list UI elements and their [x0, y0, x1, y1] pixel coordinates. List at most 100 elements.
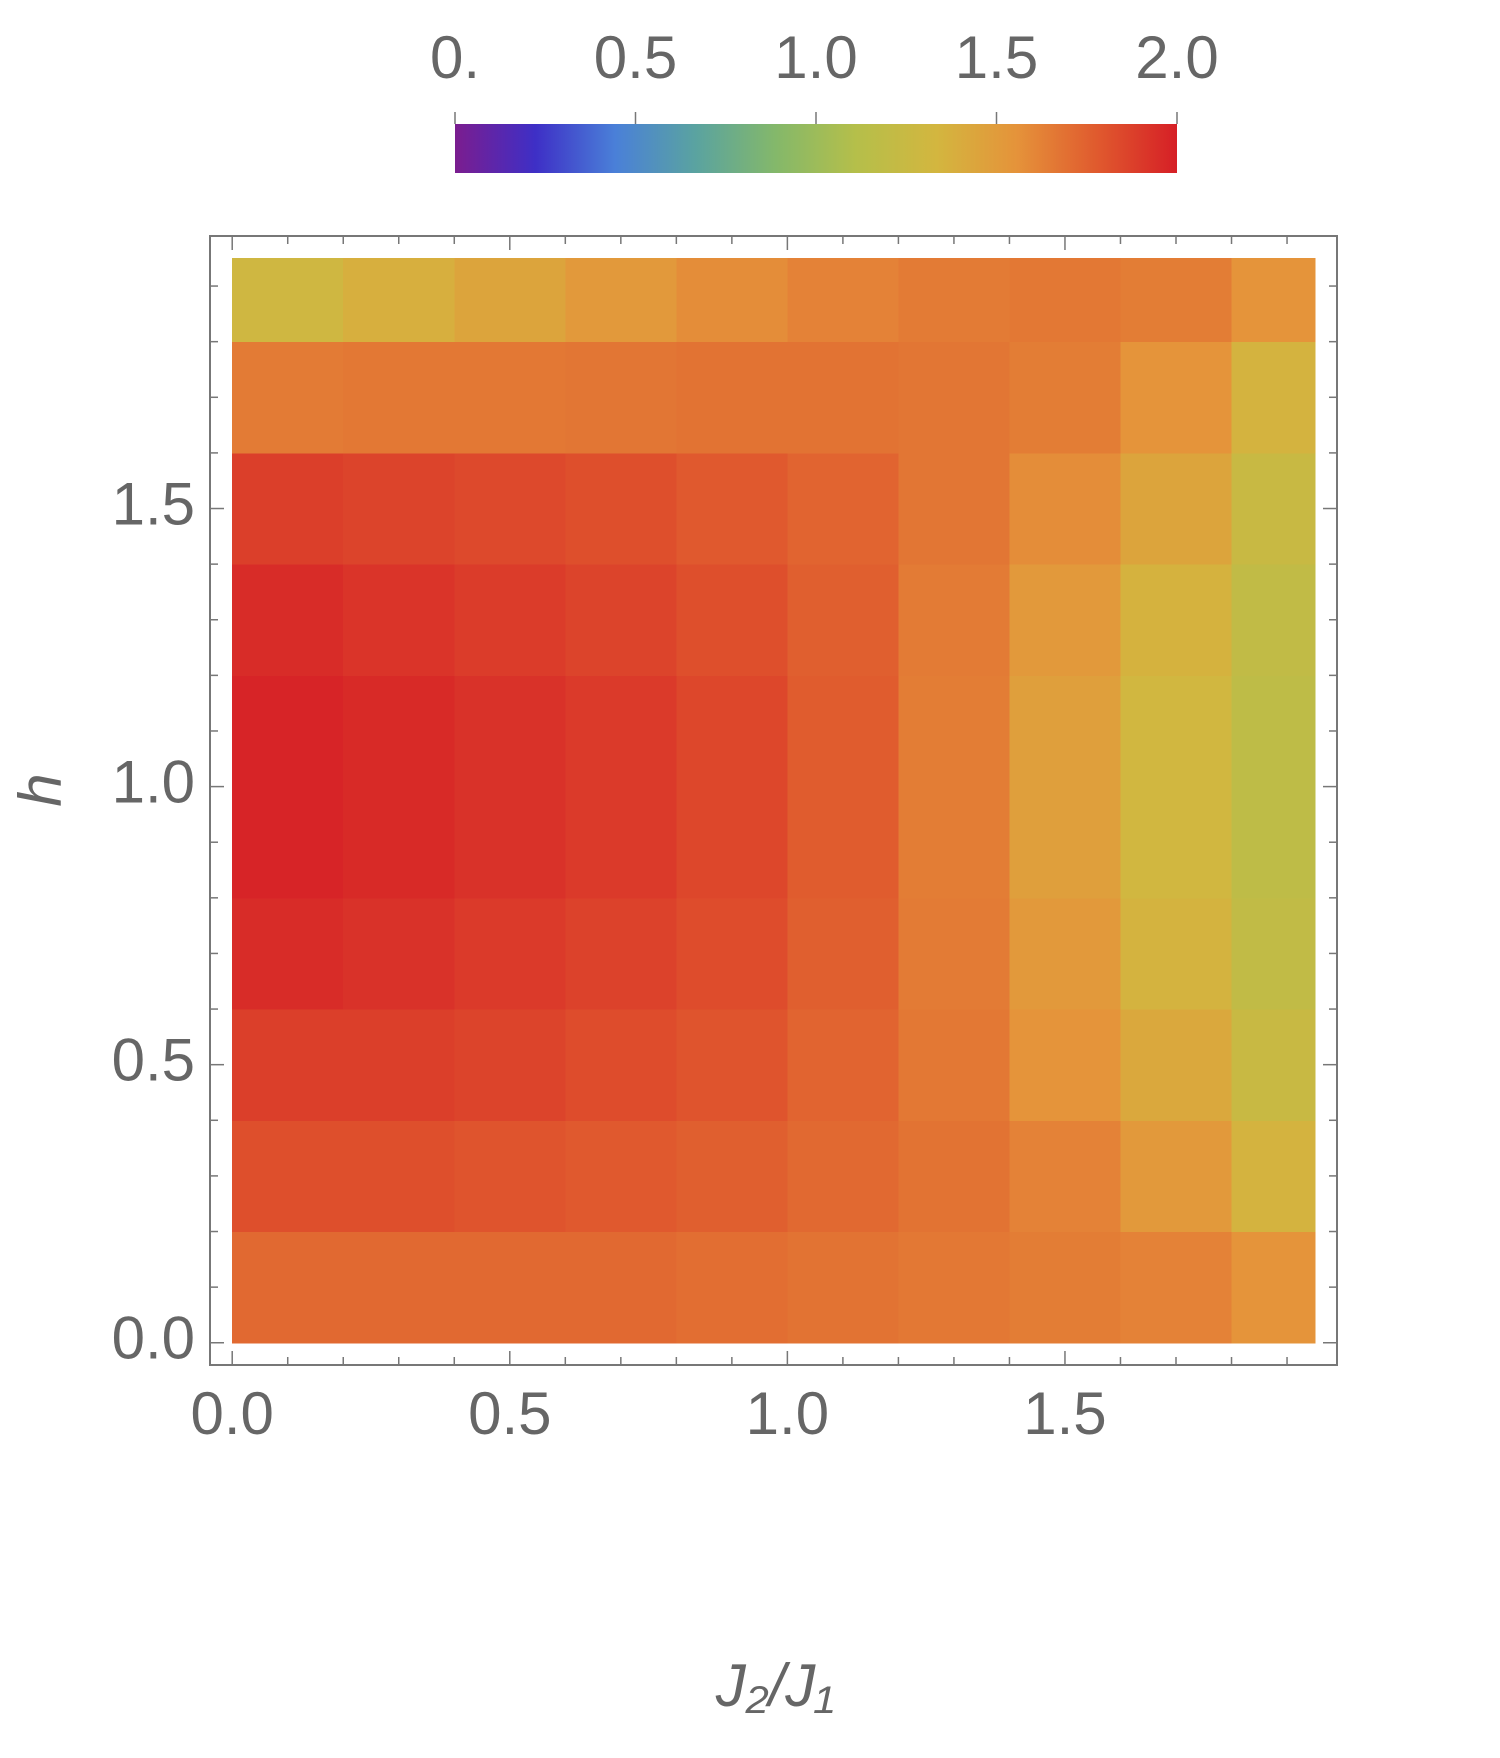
colorbar-tick-label: 0.5	[594, 24, 677, 91]
heatmap-cell	[1009, 675, 1121, 788]
y-tick-label: 1.5	[112, 470, 195, 537]
heatmap-cell	[1231, 897, 1316, 1010]
heatmap-cell	[676, 1231, 788, 1344]
heatmap-cell	[232, 786, 344, 899]
heatmap-cell	[565, 675, 677, 788]
x-tick-label: 0.5	[468, 1380, 551, 1447]
heatmap-cell	[565, 1009, 677, 1121]
heatmap-cell	[898, 258, 1010, 343]
heatmap-cell	[232, 1231, 344, 1344]
colorbar	[455, 124, 1177, 173]
heatmap-cell	[232, 675, 344, 788]
heatmap-cell	[898, 897, 1010, 1010]
y-tick-label: 0.5	[112, 1027, 195, 1094]
heatmap-cell	[1009, 897, 1121, 1010]
x-tick-label: 1.5	[1023, 1380, 1106, 1447]
heatmap-cell	[1231, 258, 1316, 343]
heatmap-cell	[898, 564, 1010, 676]
heatmap-cell	[1231, 1120, 1316, 1233]
heatmap-cell	[1120, 452, 1233, 565]
heatmap-cell	[1120, 897, 1233, 1010]
heatmap-cell	[343, 1009, 455, 1121]
heatmap-cell	[565, 786, 677, 899]
colorbar-tick-label: 1.0	[774, 24, 857, 91]
heatmap-cell	[787, 786, 899, 899]
heatmap-cell	[1120, 786, 1233, 899]
heatmap-cell	[343, 452, 455, 565]
heatmap-cell	[232, 564, 344, 676]
heatmap-cell	[787, 564, 899, 676]
heatmap-cell	[1009, 341, 1121, 454]
x-axis-label: J₂/J₁	[715, 1652, 834, 1719]
heatmap-cell	[343, 675, 455, 788]
heatmap-cell	[1120, 341, 1233, 454]
heatmap-cell	[454, 564, 566, 676]
heatmap-cell	[1231, 341, 1316, 454]
heatmap-cell	[787, 1231, 899, 1344]
heatmap-cell	[565, 341, 677, 454]
heatmap-cell	[1231, 786, 1316, 899]
y-tick-label: 0.0	[112, 1305, 195, 1372]
x-tick-label: 0.0	[190, 1380, 273, 1447]
heatmap-cell	[232, 341, 344, 454]
heatmap-cell	[1231, 1231, 1316, 1344]
heatmap-cell	[454, 1009, 566, 1121]
heatmap-cell	[1120, 258, 1233, 343]
heatmap-cell	[1231, 452, 1316, 565]
heatmap-cell	[1120, 675, 1233, 788]
heatmap-cell	[454, 341, 566, 454]
colorbar-tick-label: 0.	[430, 24, 480, 91]
heatmap-cell	[676, 786, 788, 899]
y-tick-label: 1.0	[112, 748, 195, 815]
heatmap-cell	[232, 1120, 344, 1233]
plot-frame	[209, 235, 1338, 1366]
heatmap-cell	[787, 452, 899, 565]
heatmap-cell	[343, 897, 455, 1010]
heatmap-cell	[454, 897, 566, 1010]
heatmap-cell	[898, 1009, 1010, 1121]
heatmap-cell	[454, 1231, 566, 1344]
heatmap-cell	[565, 897, 677, 1010]
heatmap-cell	[343, 786, 455, 899]
heatmap-cell	[454, 1120, 566, 1233]
heatmap-cell	[898, 452, 1010, 565]
heatmap-cell	[1009, 1120, 1121, 1233]
heatmap-cell	[1120, 1009, 1233, 1121]
heatmap-cell	[454, 675, 566, 788]
heatmap-cell	[232, 897, 344, 1010]
heatmap-cell	[898, 675, 1010, 788]
heatmap-cell	[565, 564, 677, 676]
heatmap-cell	[1009, 1231, 1121, 1344]
heatmap-cell	[787, 1120, 899, 1233]
heatmap-cell	[343, 1231, 455, 1344]
heatmap-cell	[565, 452, 677, 565]
heatmap-cell	[232, 452, 344, 565]
heatmap-cell	[343, 258, 455, 343]
heatmap-cell	[676, 1120, 788, 1233]
heatmap-cell	[1120, 564, 1233, 676]
colorbar-tick-label: 2.0	[1135, 24, 1218, 91]
heatmap-cell	[565, 1231, 677, 1344]
heatmap-cell	[898, 1120, 1010, 1233]
heatmap-cell	[232, 1009, 344, 1121]
heatmap-cell	[787, 675, 899, 788]
heatmap-cell	[898, 786, 1010, 899]
heatmap-cell	[454, 786, 566, 899]
heatmap-cell	[343, 1120, 455, 1233]
heatmap-cell	[676, 1009, 788, 1121]
heatmap-cell	[1009, 564, 1121, 676]
heatmap-cell	[1009, 452, 1121, 565]
heatmap	[232, 258, 1316, 1344]
heatmap-cell	[1120, 1120, 1233, 1233]
heatmap-cell	[565, 258, 677, 343]
heatmap-cell	[676, 341, 788, 454]
heatmap-cell	[787, 897, 899, 1010]
heatmap-cell	[898, 341, 1010, 454]
heatmap-cell	[343, 341, 455, 454]
heatmap-cell	[1009, 1009, 1121, 1121]
x-tick-label: 1.0	[746, 1380, 829, 1447]
heatmap-cell	[676, 452, 788, 565]
heatmap-cell	[898, 1231, 1010, 1344]
heatmap-cell	[1231, 1009, 1316, 1121]
